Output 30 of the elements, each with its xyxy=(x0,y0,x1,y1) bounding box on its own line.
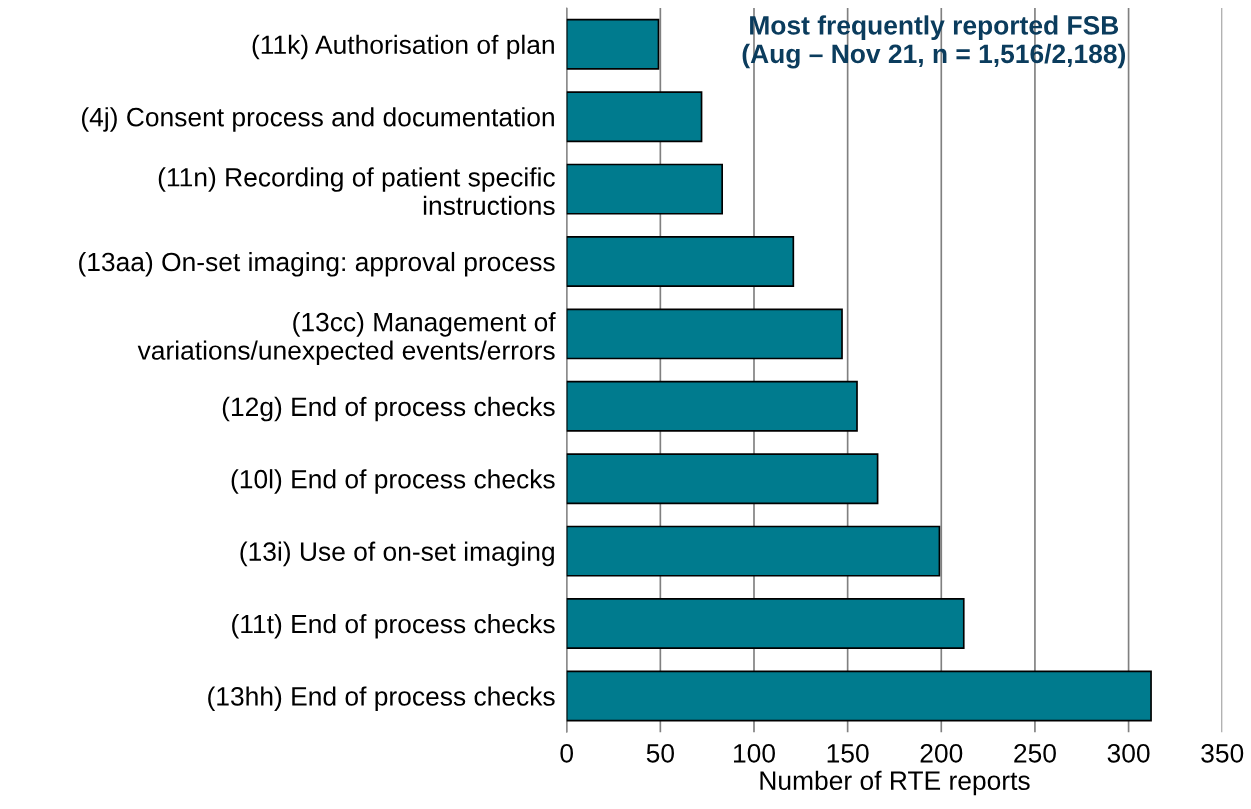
x-tick-label: 200 xyxy=(920,743,963,763)
x-tick-label: 50 xyxy=(646,743,674,763)
x-tick-label: 0 xyxy=(560,743,574,763)
x-axis-title: Number of RTE reports xyxy=(760,770,1030,796)
bar xyxy=(566,163,723,215)
y-tick-label: (13aa) On-set imaging: approval process xyxy=(79,251,555,277)
y-tick-label: (11k) Authorisation of plan xyxy=(252,34,554,60)
y-tick-label: (10l) End of process checks xyxy=(231,469,555,494)
bar xyxy=(566,236,795,287)
y-tick-label: (11n) Recording of patient specific instructions xyxy=(158,167,555,216)
y-tick-label: (13cc) Management of variations/unexpected events/errors xyxy=(137,312,556,366)
bar xyxy=(566,18,660,70)
bar xyxy=(566,670,1152,722)
text: Most frequently reported FSB (Aug – Nov 21, n = 1,516/2,188) xyxy=(742,15,1125,69)
y-tick-label: (13i) Use of on-set imaging xyxy=(240,541,554,567)
y-tick-label: (4j) Consent process and documentation xyxy=(81,107,554,132)
y-tick-label: (13hh) End of process checks xyxy=(208,686,555,711)
bar xyxy=(566,525,941,577)
x-tick-label: 300 xyxy=(1107,743,1150,763)
x-tick-label: 350 xyxy=(1201,743,1244,763)
x-tick-label: 150 xyxy=(827,743,869,763)
bar xyxy=(566,91,703,143)
bar xyxy=(566,598,965,649)
y-tick-label: (12g) End of process checks xyxy=(222,396,555,422)
x-tick-label: 250 xyxy=(1014,743,1056,763)
bar xyxy=(566,308,843,360)
bar xyxy=(566,380,858,432)
bar xyxy=(566,453,879,505)
y-tick-label: (11t) End of process checks xyxy=(232,613,555,639)
x-tick-label: 100 xyxy=(734,743,775,763)
